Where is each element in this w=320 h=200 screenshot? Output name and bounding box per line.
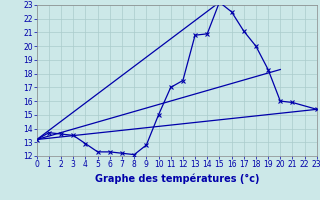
- X-axis label: Graphe des températures (°c): Graphe des températures (°c): [94, 173, 259, 184]
